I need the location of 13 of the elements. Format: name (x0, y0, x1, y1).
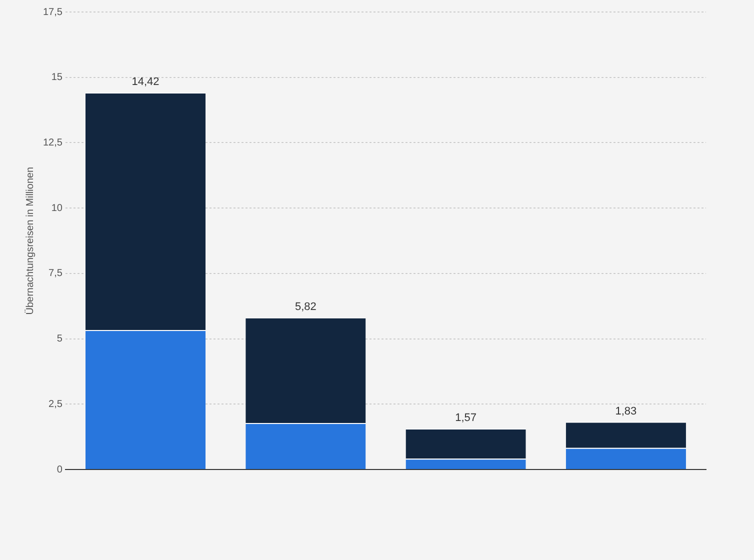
y-tick-label: 15 (51, 72, 63, 84)
y-axis-title: Übernachtungsreisen in Millionen (24, 166, 36, 315)
total-label: 14,42 (132, 76, 160, 88)
total-label: 1,57 (455, 412, 477, 424)
y-tick-label: 12,5 (42, 137, 63, 148)
y-tick-label: 7,5 (48, 268, 63, 280)
y-tick-label: 10 (51, 202, 63, 214)
total-label: 1,83 (615, 405, 637, 418)
y-tick-label: 5 (56, 334, 63, 345)
y-tick-label: 17,5 (42, 6, 63, 18)
y-tick-label: 0 (56, 464, 63, 476)
y-tick-label: 2,5 (48, 398, 63, 410)
total-label: 5,82 (294, 300, 316, 313)
